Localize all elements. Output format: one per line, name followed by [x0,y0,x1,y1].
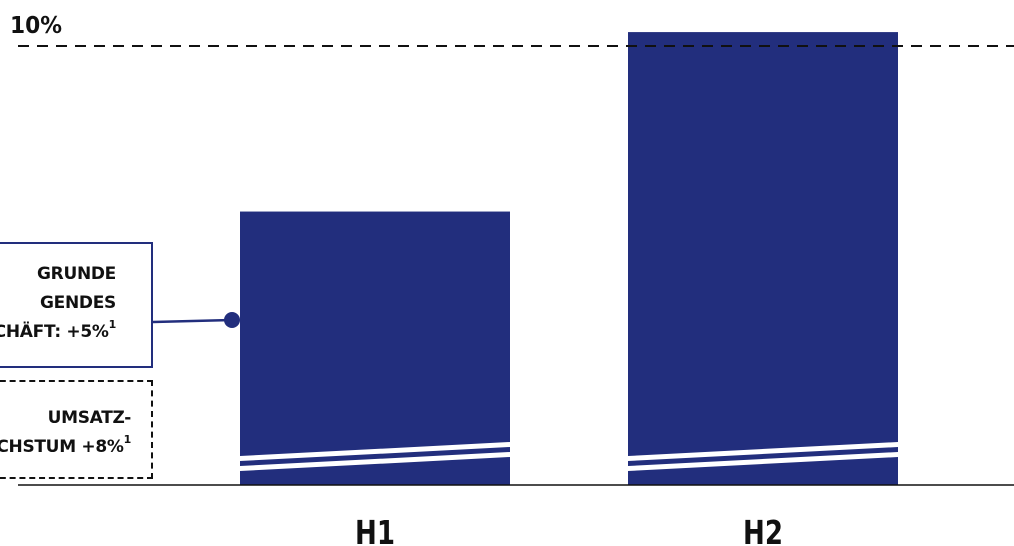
reference-line-label: 10% [10,13,62,39]
x-axis-labels: H1 H2 [355,513,783,546]
annotation-line-3-text: SCHÄFT: +5% [0,322,109,342]
footnote-marker: 1 [123,433,132,447]
bar-h2 [628,32,898,485]
annotation-box-revenue-growth: UMSATZ- CHSTUM +8%1 [0,380,153,479]
annotation-line-1: GRUNDE [37,264,116,284]
axis-break-stripe [628,452,898,471]
annotation-connector [152,312,240,328]
annotation-line-3: SCHÄFT: +5%1 [0,318,116,347]
connector-dot [224,312,240,328]
bars-layer [240,32,898,485]
connector-line [152,318,233,324]
annotation-line-2: CHSTUM +8%1 [0,433,131,462]
annotation-line-1: UMSATZ- [47,408,132,428]
x-tick-label-h1: H1 [355,513,395,546]
annotation-line-2: GENDES [40,293,116,313]
x-tick-label-h2: H2 [743,513,783,546]
bar-h1 [240,211,510,485]
axis-break-stripe [628,442,898,461]
footnote-marker: 1 [108,318,117,332]
annotation-box-underlying-business: GRUNDE GENDES SCHÄFT: +5%1 [0,242,153,368]
annotation-line-2-text: CHSTUM +8% [0,437,124,457]
axis-break-stripe [240,442,510,461]
axis-break-stripe [240,452,510,471]
